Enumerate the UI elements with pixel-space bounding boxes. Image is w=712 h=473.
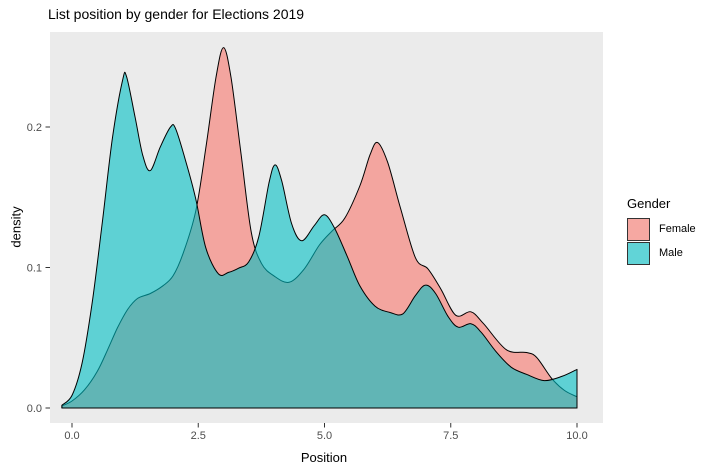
y-tick-label: 0.0 (27, 403, 42, 415)
female-swatch-fill (628, 218, 649, 240)
legend-title: Gender (627, 196, 671, 211)
x-tick-label: 0.0 (64, 430, 79, 442)
x-tick-label: 5.0 (317, 430, 332, 442)
legend-entry-female: Female (627, 217, 696, 241)
x-tick-label: 2.5 (191, 430, 206, 442)
x-axis-title: Position (300, 450, 348, 465)
female-swatch (627, 217, 650, 241)
x-tick-label: 7.5 (443, 430, 458, 442)
chart-title: List position by gender for Elections 20… (48, 6, 305, 22)
y-tick-label: 0.1 (27, 262, 42, 274)
legend-label: Female (659, 223, 696, 235)
legend-label: Male (659, 247, 683, 259)
legend: Gender Female Male (627, 196, 696, 265)
y-axis-title: density (8, 206, 24, 248)
male-swatch-fill (628, 242, 649, 264)
male-density-area (61, 71, 578, 409)
male-swatch (627, 241, 650, 265)
legend-entry-male: Male (627, 241, 696, 265)
y-tick-label: 0.2 (27, 122, 42, 134)
legend-entries: Female Male (627, 217, 696, 265)
x-tick-label: 10.0 (566, 430, 587, 442)
